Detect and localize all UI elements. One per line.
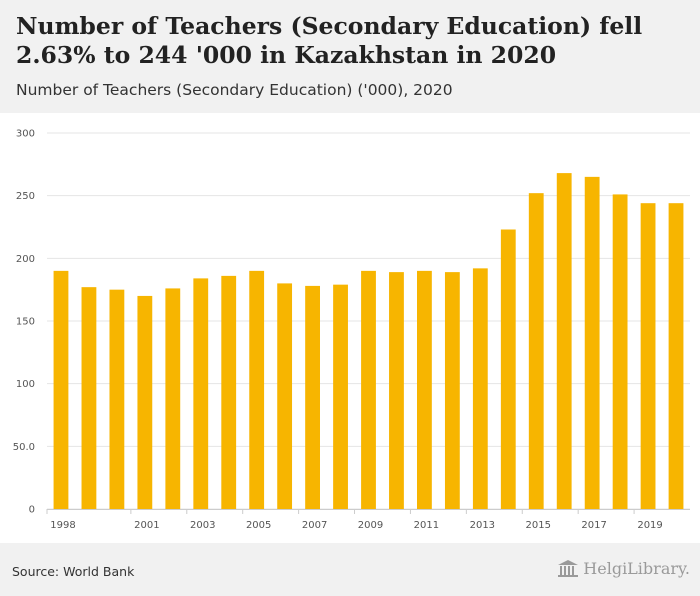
- bar-1999: [81, 287, 97, 509]
- y-tick-label: 150: [16, 317, 35, 328]
- x-tick-label: 2015: [526, 520, 551, 531]
- bar-2016: [556, 173, 572, 509]
- y-tick-label: 300: [16, 129, 35, 140]
- source-label: Source: World Bank: [12, 564, 135, 579]
- chart-subtitle: Number of Teachers (Secondary Education)…: [16, 81, 453, 99]
- bar-2019: [640, 203, 656, 509]
- library-building-icon: [558, 559, 579, 577]
- bar-2002: [165, 288, 181, 509]
- x-tick-label: 2017: [581, 520, 606, 531]
- bar-1998: [53, 270, 69, 509]
- header: Number of Teachers (Secondary Education)…: [0, 0, 700, 113]
- bar-2007: [305, 285, 320, 509]
- y-tick-label: 0: [29, 505, 35, 516]
- y-tick-label: 250: [16, 191, 35, 202]
- x-tick-label: 2001: [134, 520, 159, 531]
- bar-2005: [249, 270, 265, 509]
- bar-2015: [528, 193, 544, 509]
- bar-2009: [361, 270, 376, 509]
- bar-2017: [584, 176, 600, 509]
- y-tick-label: 200: [16, 254, 35, 265]
- x-tick-label: 1998: [50, 520, 75, 531]
- bar-2011: [417, 270, 432, 509]
- bar-2012: [444, 272, 460, 509]
- x-tick-label: 2019: [637, 520, 662, 531]
- y-tick-label: 100: [16, 379, 35, 390]
- bar-2008: [333, 284, 348, 509]
- chart-title: Number of Teachers (Secondary Education)…: [16, 12, 643, 69]
- bar-2006: [277, 283, 293, 509]
- x-tick-label: 2007: [302, 520, 327, 531]
- x-tick-label: 2003: [190, 520, 215, 531]
- bar-2014: [500, 229, 516, 510]
- helgi-library-logo[interactable]: HelgiLibrary.: [557, 559, 690, 578]
- bar-2003: [193, 278, 209, 509]
- bar-2004: [221, 275, 237, 509]
- logo-text: HelgiLibrary.: [583, 559, 690, 578]
- bar-2001: [137, 295, 153, 509]
- footer: Source: World Bank HelgiLibrary.: [0, 543, 700, 596]
- bar-2020: [668, 203, 684, 509]
- x-tick-label: 2011: [414, 520, 439, 531]
- x-tick-label: 2005: [246, 520, 271, 531]
- bar-2018: [612, 194, 628, 509]
- bar-chart: 0 50.0 100 150 200 250 300 1998 2001 2003 2005 2007…: [13, 129, 690, 531]
- bar-2000: [109, 289, 125, 509]
- bar-2013: [472, 268, 488, 509]
- x-tick-label: 2013: [470, 520, 495, 531]
- y-tick-label: 50.0: [13, 442, 35, 453]
- x-tick-label: 2009: [358, 520, 383, 531]
- bar-2010: [389, 272, 404, 509]
